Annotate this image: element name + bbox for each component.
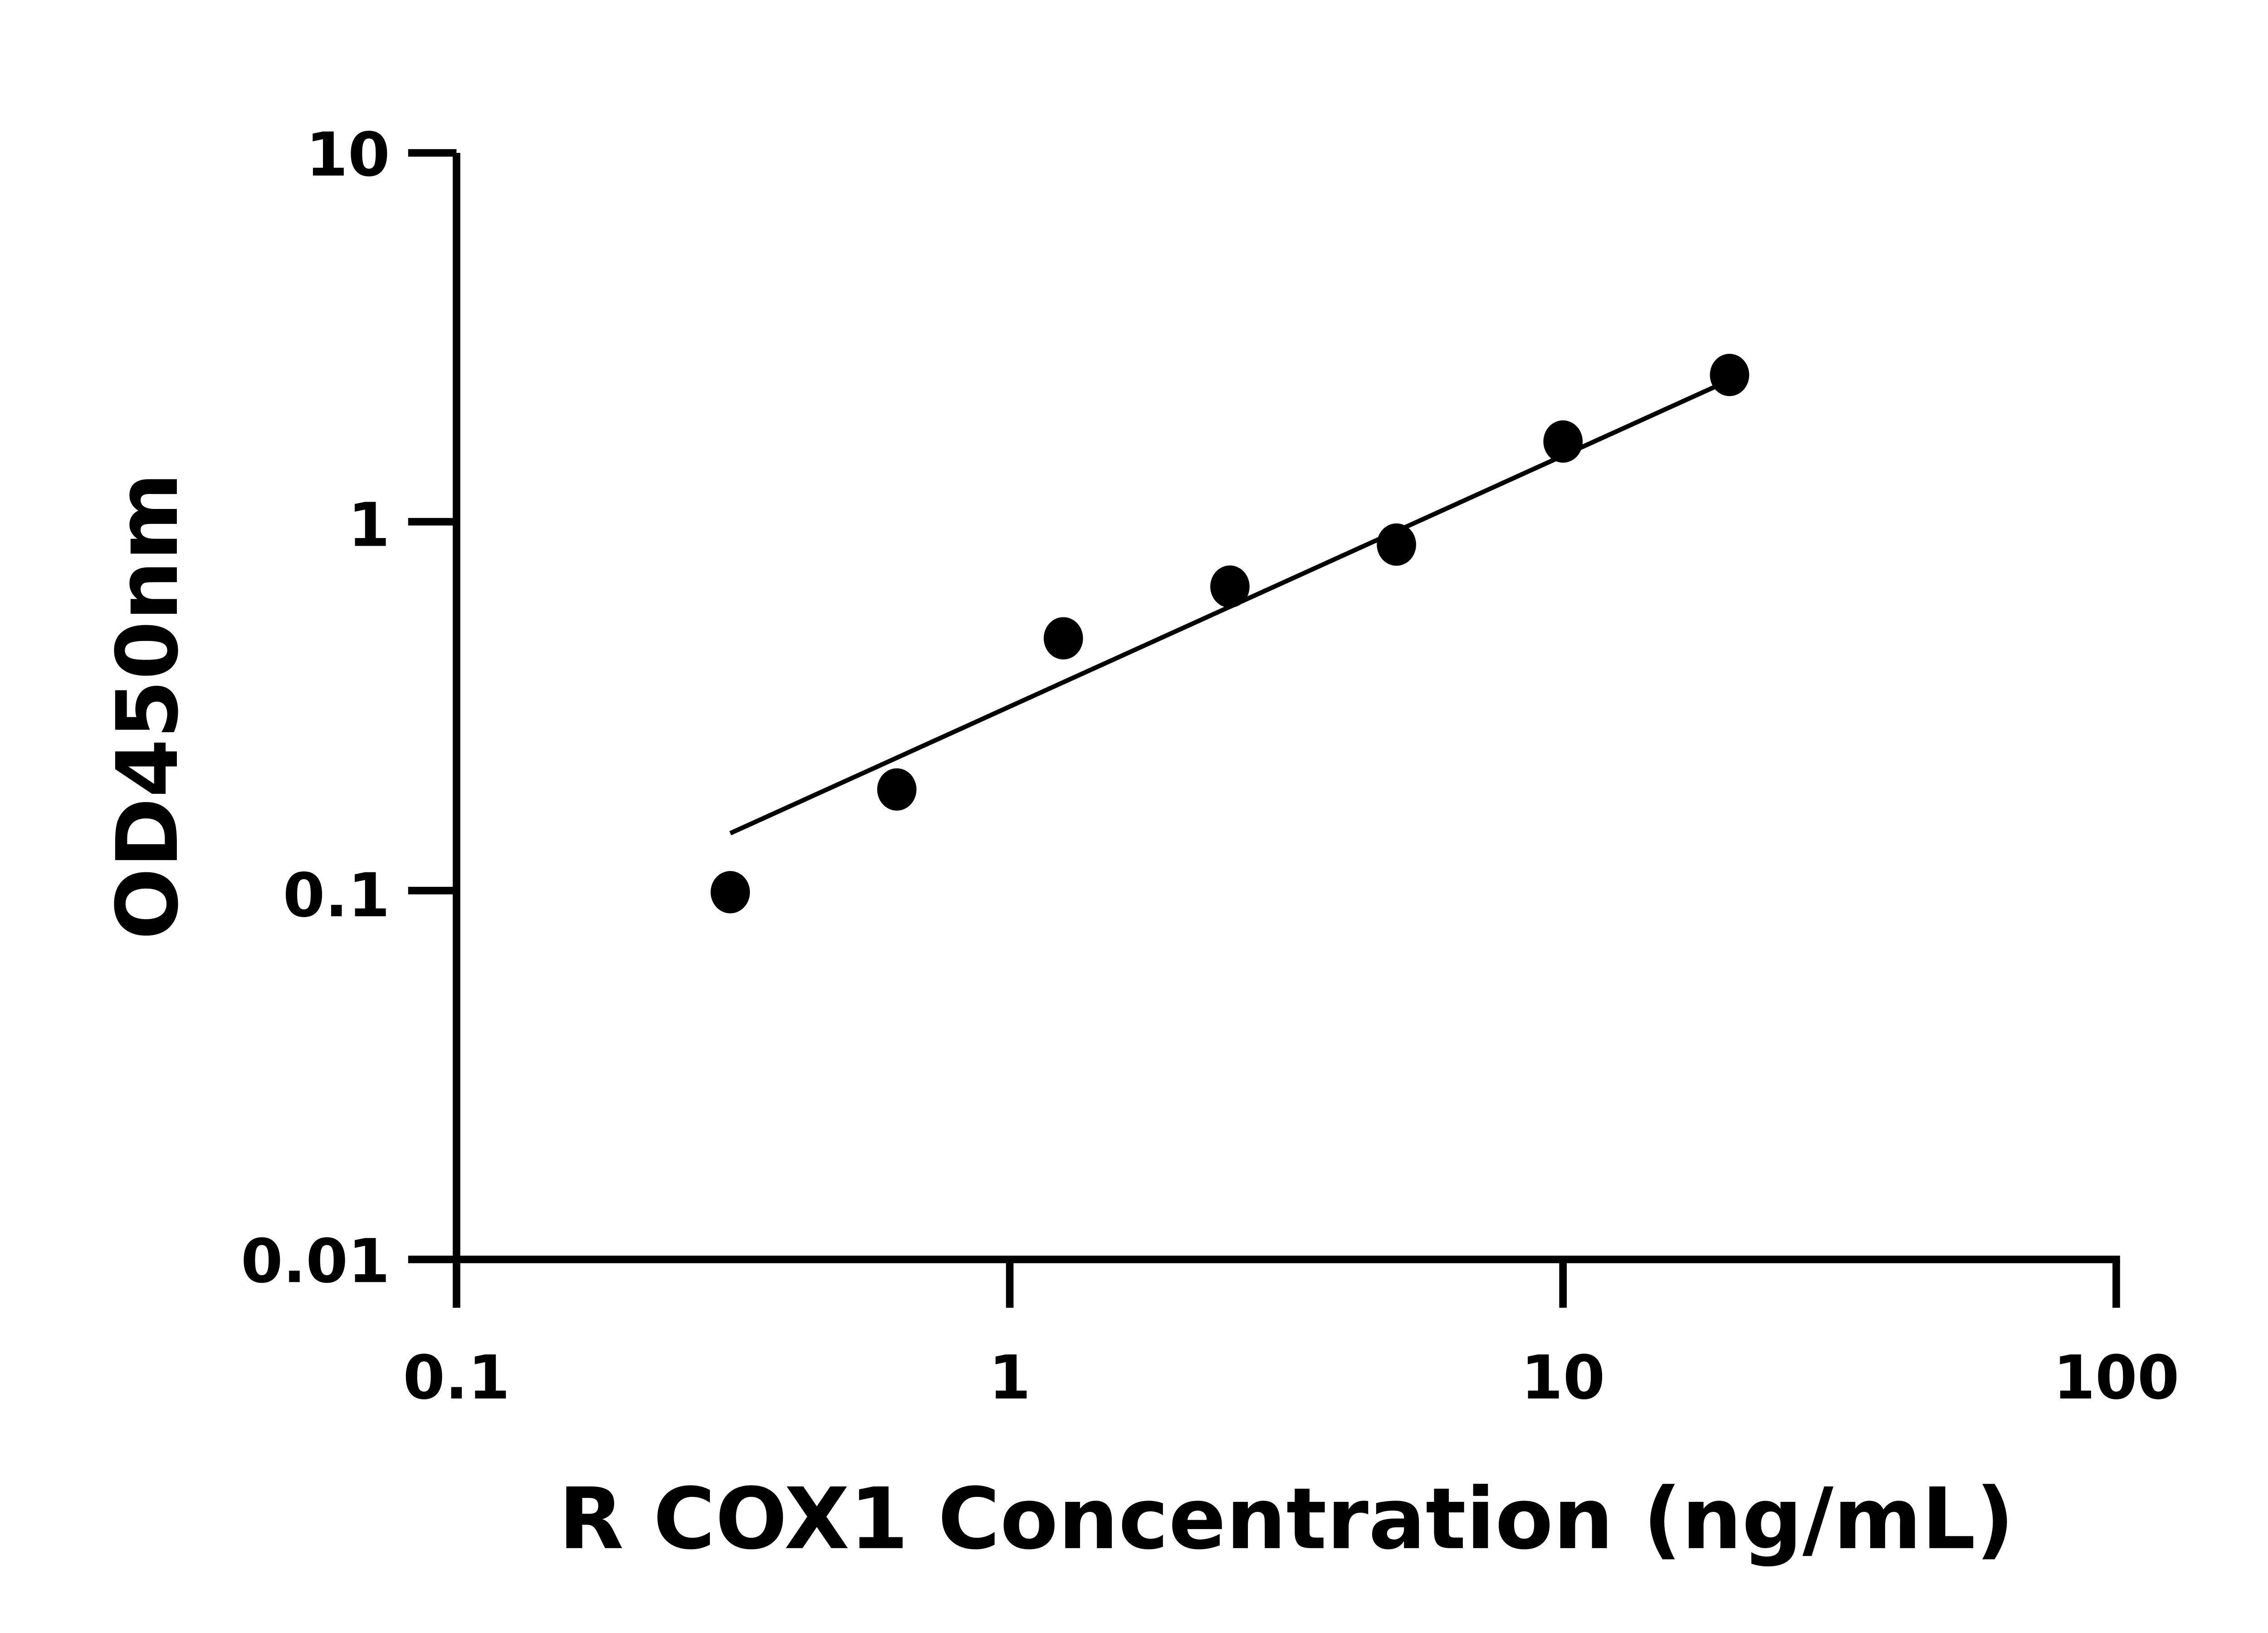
y-tick-label: 1: [348, 490, 390, 560]
x-tick-label: 1: [989, 1343, 1031, 1413]
data-point: [1710, 353, 1750, 396]
x-tick-label: 10: [1521, 1343, 1605, 1413]
data-point: [1043, 617, 1083, 660]
data-point: [877, 768, 917, 811]
data-point: [710, 871, 750, 914]
x-tick-label: 0.1: [403, 1343, 510, 1413]
axes: [408, 149, 2120, 1308]
x-tick-label: 100: [2053, 1343, 2179, 1413]
data-points: [710, 353, 1750, 914]
data-point: [1377, 523, 1416, 566]
data-point: [1543, 420, 1583, 463]
y-tick-label: 10: [306, 120, 390, 190]
y-tick-label: 0.01: [241, 1226, 390, 1296]
y-axis-label: OD450nm: [99, 473, 197, 940]
data-point: [1210, 565, 1250, 608]
tick-labels: 0.1 1 10 100 0.01 0.1 1 10: [241, 120, 2180, 1413]
x-axis-label: R COX1 Concentration (ng/mL): [558, 1470, 2014, 1569]
y-tick-label: 0.1: [283, 861, 390, 931]
